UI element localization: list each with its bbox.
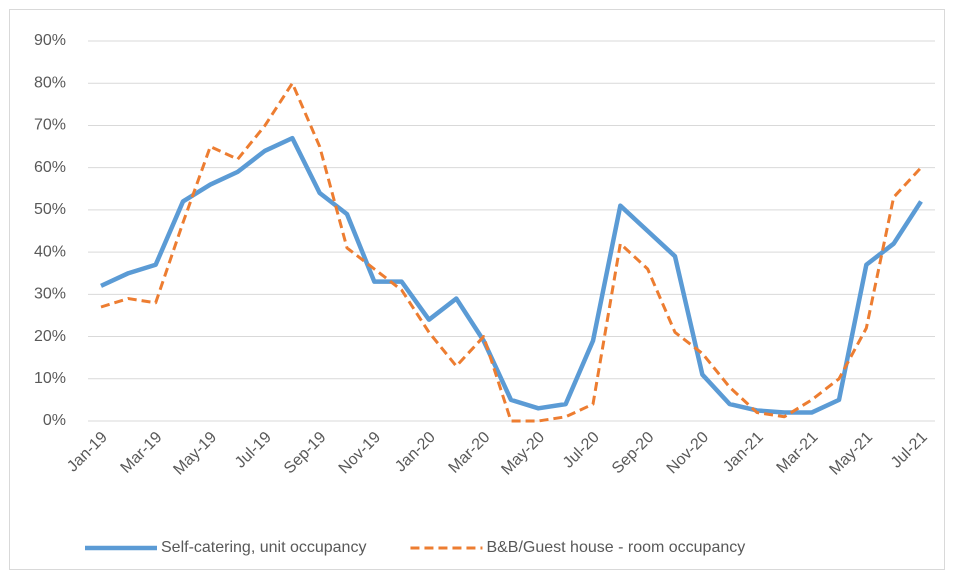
y-tick-label: 50% xyxy=(34,201,66,218)
series-line xyxy=(100,135,923,415)
legend-label: B&B/Guest house - room occupancy xyxy=(486,539,745,556)
y-tick-label: 80% xyxy=(34,74,66,91)
y-tick-label: 0% xyxy=(43,412,66,429)
legend-label: Self-catering, unit occupancy xyxy=(161,539,366,556)
y-tick-label: 60% xyxy=(34,159,66,176)
chart-frame xyxy=(9,9,945,570)
series-line xyxy=(100,81,923,423)
y-tick-label: 90% xyxy=(34,32,66,49)
y-tick-label: 70% xyxy=(34,117,66,134)
y-tick-label: 30% xyxy=(34,286,66,303)
y-tick-label: 20% xyxy=(34,328,66,345)
y-tick-label: 10% xyxy=(34,370,66,387)
y-tick-label: 40% xyxy=(34,243,66,260)
